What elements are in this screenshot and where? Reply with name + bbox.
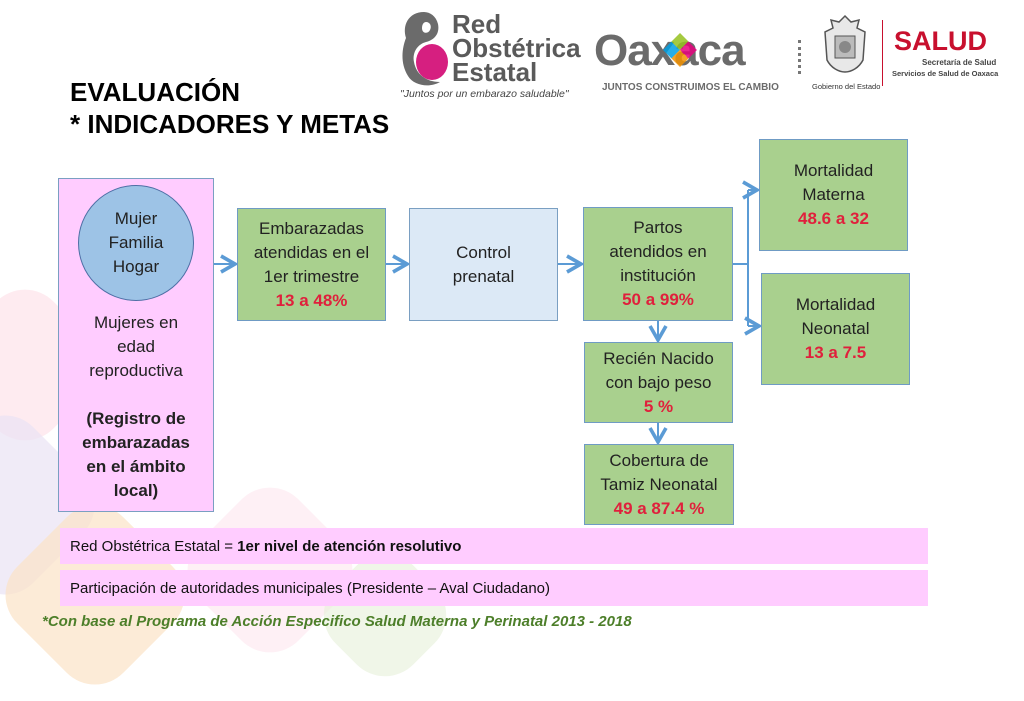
mujer-familia-hogar-circle: Mujer Familia Hogar bbox=[78, 185, 194, 301]
panel-bold-line4: local) bbox=[113, 481, 159, 500]
partos-line3: institución bbox=[620, 266, 696, 285]
salud-logo: SALUD Secretaría de Salud Servicios de S… bbox=[890, 26, 1000, 86]
red-obstetrica-line1: Red bbox=[452, 9, 502, 39]
panel-bold-line2: embarazadas bbox=[82, 433, 190, 452]
panel-text-line1: Mujeres en bbox=[93, 313, 179, 332]
circle-line3: Hogar bbox=[112, 257, 160, 276]
panel-bold-line1: (Registro de bbox=[86, 409, 186, 428]
embarazadas-line2: atendidas en el bbox=[253, 242, 370, 262]
partos-line2: atendidos en bbox=[609, 242, 707, 261]
mortalidad-materna-line2: Materna bbox=[802, 185, 865, 204]
red-obstetrica-slogan: "Juntos por un embarazo saludable" bbox=[400, 88, 569, 100]
bar1-prefix: Red Obstétrica Estatal = bbox=[70, 537, 238, 555]
box-embarazadas: Embarazadas atendidas en el 1er trimestr… bbox=[237, 208, 386, 321]
bar2-text: Participación de autoridades municipales… bbox=[70, 579, 551, 597]
recien-nacido-line1: Recién Nacido bbox=[603, 348, 714, 368]
box-mortalidad-neonatal: Mortalidad Neonatal 13 a 7.5 bbox=[761, 273, 910, 385]
page-title-line2: * INDICADORES Y METAS bbox=[70, 109, 390, 139]
circle-line2: Familia bbox=[108, 233, 164, 252]
control-line2: prenatal bbox=[452, 266, 515, 286]
panel-text-line3: reproductiva bbox=[89, 361, 183, 380]
gobierno-logo: Gobierno del Estado bbox=[812, 14, 881, 94]
circle-line1: Mujer bbox=[114, 209, 158, 228]
page-title-line1: EVALUACIÓN bbox=[70, 77, 240, 107]
coat-of-arms-icon bbox=[824, 14, 866, 73]
bar-participacion: Participación de autoridades municipales… bbox=[60, 570, 928, 606]
box-mortalidad-materna: Mortalidad Materna 48.6 a 32 bbox=[759, 139, 908, 251]
pregnant-woman-icon bbox=[402, 12, 448, 86]
embarazadas-line3: 1er trimestre bbox=[263, 266, 360, 286]
mortalidad-neonatal-line2: Neonatal bbox=[801, 319, 870, 338]
mortalidad-materna-metric: 48.6 a 32 bbox=[798, 209, 869, 228]
red-obstetrica-line2: Obstétrica bbox=[452, 33, 581, 63]
page-title: EVALUACIÓN * INDICADORES Y METAS bbox=[70, 76, 389, 140]
box-recien-nacido: Recién Nacido con bajo peso 5 % bbox=[584, 342, 733, 423]
logo-divider bbox=[798, 40, 801, 74]
cobertura-line2: Tamiz Neonatal bbox=[600, 474, 718, 494]
mortalidad-neonatal-metric: 13 a 7.5 bbox=[804, 343, 867, 362]
box-partos: Partos atendidos en institución 50 a 99% bbox=[583, 207, 733, 321]
box-cobertura-tamiz: Cobertura de Tamiz Neonatal 49 a 87.4 % bbox=[584, 444, 734, 525]
gobierno-label: Gobierno del Estado bbox=[812, 82, 881, 91]
panel-bold-line3: en el ámbito bbox=[86, 457, 186, 476]
logo-divider bbox=[882, 20, 883, 86]
mortalidad-neonatal-line1: Mortalidad bbox=[795, 295, 876, 314]
box-control-prenatal: Control prenatal bbox=[409, 208, 558, 321]
bar-red-obstetrica: Red Obstétrica Estatal = 1er nivel de at… bbox=[60, 528, 928, 564]
panel-text-line2: edad bbox=[117, 337, 155, 356]
recien-nacido-metric: 5 % bbox=[643, 396, 674, 416]
embarazadas-line1: Embarazadas bbox=[259, 218, 364, 238]
left-panel-mujeres: Mujer Familia Hogar Mujeres en edad repr… bbox=[58, 178, 214, 512]
oaxaca-slogan: JUNTOS CONSTRUIMOS EL CAMBIO bbox=[602, 82, 779, 93]
cobertura-line1: Cobertura de bbox=[609, 450, 709, 470]
red-obstetrica-line3: Estatal bbox=[452, 57, 538, 87]
bar1-bold: 1er nivel de atención resolutivo bbox=[237, 537, 462, 555]
partos-metric: 50 a 99% bbox=[622, 290, 694, 309]
salud-line1: Secretaría de Salud bbox=[922, 58, 997, 67]
red-obstetrica-logo: Red Obstétrica Estatal "Juntos por un em… bbox=[396, 8, 581, 103]
salud-wordmark: SALUD bbox=[894, 26, 987, 56]
salud-line2: Servicios de Salud de Oaxaca bbox=[892, 69, 999, 78]
cobertura-metric: 49 a 87.4 % bbox=[613, 498, 705, 518]
footnote: *Con base al Programa de Acción Especifi… bbox=[42, 613, 632, 630]
embarazadas-metric: 13 a 48% bbox=[275, 290, 348, 310]
partos-line1: Partos bbox=[633, 218, 683, 237]
mortalidad-materna-line1: Mortalidad bbox=[793, 161, 874, 180]
oaxaca-logo: Oaxaca JUNTOS CONSTRUIMOS EL CAMBIO bbox=[594, 26, 790, 96]
control-line1: Control bbox=[456, 242, 511, 262]
recien-nacido-line2: con bajo peso bbox=[605, 372, 712, 392]
